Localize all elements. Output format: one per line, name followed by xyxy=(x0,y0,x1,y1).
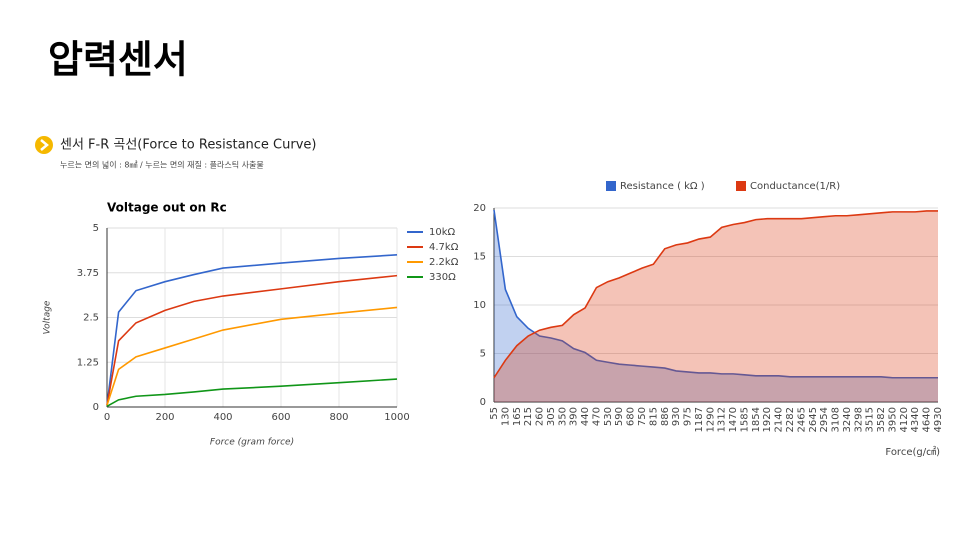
line xyxy=(106,306,398,406)
x-tick-label: 530 xyxy=(603,407,614,426)
chart-title: Voltage out on Rc xyxy=(107,201,227,215)
x-tick-label: 680 xyxy=(626,407,637,426)
x-tick-label: 750 xyxy=(637,407,648,426)
x-tick-label: 600 xyxy=(271,412,290,423)
x-tick-label: 165 xyxy=(512,407,523,426)
x-tick-label: 1312 xyxy=(717,407,728,432)
x-tick-label: 2954 xyxy=(819,407,830,432)
legend-swatch xyxy=(736,181,746,191)
line xyxy=(493,210,938,379)
x-tick-label: 815 xyxy=(648,407,659,426)
x-tick-label: 2645 xyxy=(808,407,819,432)
x-tick-label: 350 xyxy=(557,407,568,426)
section-note: 누르는 면의 넓이 : 8㎟ / 누르는 면의 재질 : 플라스틱 사출물 xyxy=(60,160,264,170)
x-tick-label: 1854 xyxy=(751,407,762,432)
x-tick-label: 390 xyxy=(569,407,580,426)
x-tick-label: 470 xyxy=(591,407,602,426)
x-tick-label: 1470 xyxy=(728,407,739,432)
x-tick-label: 130 xyxy=(500,407,511,426)
bullet-icon xyxy=(35,136,53,154)
x-tick-label: 260 xyxy=(535,407,546,426)
x-tick-label: 1920 xyxy=(762,407,773,432)
y-tick-label: 3.75 xyxy=(77,268,99,279)
x-tick-label: 3108 xyxy=(831,407,842,432)
x-tick-label: 2282 xyxy=(785,407,796,432)
x-tick-label: 55 xyxy=(489,407,500,420)
legend-label: 330Ω xyxy=(429,272,456,283)
x-tick-label: 4120 xyxy=(899,407,910,432)
slide-title: 압력센서 xyxy=(48,38,188,82)
line xyxy=(106,378,398,407)
y-tick-label: 10 xyxy=(473,300,486,311)
x-axis-label: Force (gram force) xyxy=(210,438,294,448)
legend-swatch xyxy=(606,181,616,191)
y-tick-label: 2.5 xyxy=(83,313,99,324)
x-tick-label: 886 xyxy=(660,407,671,426)
y-tick-label: 0 xyxy=(93,402,99,413)
x-tick-label: 1290 xyxy=(705,407,716,432)
x-tick-label: 1000 xyxy=(384,412,409,423)
y-tick-label: 5 xyxy=(480,349,486,360)
x-tick-label: 200 xyxy=(155,412,174,423)
x-tick-label: 3240 xyxy=(842,407,853,432)
y-tick-label: 0 xyxy=(480,397,486,408)
x-tick-label: 4930 xyxy=(933,407,944,432)
legend-label: 2.2kΩ xyxy=(429,257,459,268)
x-tick-label: 1585 xyxy=(739,407,750,432)
y-axis-label: Voltage xyxy=(43,300,53,334)
bullet-arrow xyxy=(40,139,49,151)
x-tick-label: 3298 xyxy=(853,407,864,432)
x-tick-label: 400 xyxy=(213,412,232,423)
y-tick-label: 15 xyxy=(473,252,486,263)
line xyxy=(493,209,938,379)
x-tick-label: 0 xyxy=(104,412,110,423)
x-tick-label: 3582 xyxy=(876,407,887,432)
area xyxy=(494,210,938,402)
line xyxy=(106,254,398,406)
x-tick-label: 440 xyxy=(580,407,591,426)
x-axis-label: Force(g/㎠) xyxy=(885,446,940,458)
x-tick-label: 2465 xyxy=(796,407,807,432)
y-tick-label: 20 xyxy=(473,203,486,214)
section-heading: 센서 F-R 곡선(Force to Resistance Curve) xyxy=(60,138,316,153)
x-tick-label: 305 xyxy=(546,407,557,426)
x-tick-label: 1187 xyxy=(694,407,705,432)
x-tick-label: 4640 xyxy=(922,407,933,432)
line xyxy=(106,274,398,406)
legend-label: Conductance(1/R) xyxy=(750,181,840,192)
x-tick-label: 800 xyxy=(329,412,348,423)
y-tick-label: 1.25 xyxy=(77,357,99,368)
x-tick-label: 930 xyxy=(671,407,682,426)
legend-label: 10kΩ xyxy=(429,227,456,238)
x-tick-label: 3950 xyxy=(887,407,898,432)
x-tick-label: 4340 xyxy=(910,407,921,432)
x-tick-label: 3515 xyxy=(865,407,876,432)
y-tick-label: 5 xyxy=(93,223,99,234)
x-tick-label: 215 xyxy=(523,407,534,426)
x-tick-label: 2140 xyxy=(774,407,785,432)
x-tick-label: 975 xyxy=(683,407,694,426)
legend-label: 4.7kΩ xyxy=(429,242,459,253)
x-tick-label: 590 xyxy=(614,407,625,426)
legend-label: Resistance ( kΩ ) xyxy=(620,181,705,192)
area xyxy=(494,209,938,402)
